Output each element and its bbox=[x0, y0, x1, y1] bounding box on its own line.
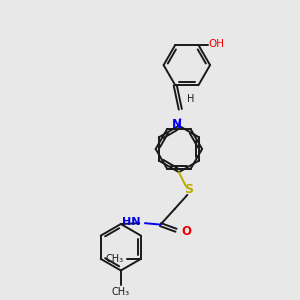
Text: H: H bbox=[187, 94, 194, 104]
Text: CH₃: CH₃ bbox=[112, 287, 130, 298]
Text: CH₃: CH₃ bbox=[106, 254, 124, 264]
Text: S: S bbox=[184, 183, 193, 196]
Text: HN: HN bbox=[122, 217, 141, 227]
Text: O: O bbox=[181, 225, 191, 238]
Text: N: N bbox=[172, 118, 182, 131]
Text: OH: OH bbox=[208, 39, 224, 50]
